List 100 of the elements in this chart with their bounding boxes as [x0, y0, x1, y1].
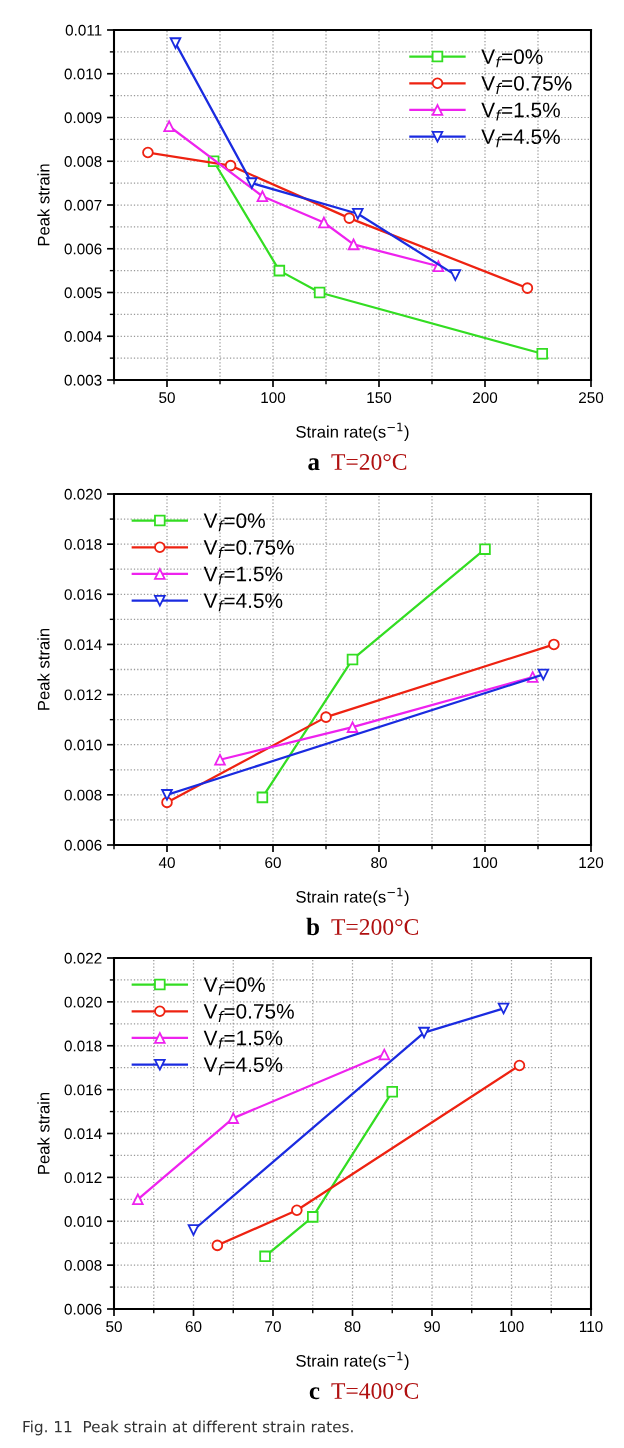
point: [211, 1239, 224, 1252]
x-tick-label: 250: [579, 392, 604, 404]
legend-label: V$_{f}$=1.5%: [481, 102, 560, 121]
x-tick-label: 50: [106, 1321, 122, 1333]
point: [161, 789, 173, 801]
y-tick-label: 0.010: [64, 68, 102, 80]
legend-label: V$_{f}$=4.5%: [203, 1057, 283, 1076]
y-tick-label: 0.016: [64, 589, 102, 600]
point: [479, 543, 491, 555]
x-tick-label: 70: [265, 1321, 281, 1333]
y-tick-label: 0.016: [64, 1084, 102, 1096]
point: [521, 282, 534, 294]
x-tick-label: 60: [185, 1321, 202, 1333]
point: [163, 120, 175, 133]
x-tick-label: 100: [261, 392, 286, 404]
y-tick-label: 0.004: [64, 331, 102, 342]
point: [497, 1002, 510, 1015]
x-tick-label: 150: [367, 392, 392, 404]
point: [513, 1059, 526, 1072]
point: [259, 1250, 271, 1263]
x-tick-label: 60: [265, 857, 281, 869]
x-tick-label: 40: [158, 857, 175, 869]
point: [273, 264, 286, 277]
point: [142, 146, 154, 159]
legend-label: V$_{f}$=0.75%: [203, 539, 294, 558]
y-tick-label: 0.008: [64, 1259, 102, 1271]
x-tick-label: 90: [424, 1321, 440, 1333]
point: [347, 238, 360, 251]
point: [187, 1224, 200, 1236]
x-axis-title: Strain rate(s$^{−1}$): [296, 1351, 409, 1371]
y-tick-label: 0.005: [64, 287, 102, 299]
text: a: [308, 458, 320, 471]
point: [224, 159, 237, 172]
y-tick-label: 0.010: [64, 739, 102, 751]
text: b: [306, 917, 319, 936]
legend-label: V$_{f}$=0%: [481, 49, 543, 68]
x-tick-label: 100: [499, 1321, 524, 1333]
x-tick-label: 100: [473, 857, 498, 869]
text: T=20°C: [331, 453, 407, 470]
y-tick-label: 0.020: [64, 996, 102, 1008]
point: [306, 1211, 319, 1223]
caption: Fig. 11 Peak strain at different strain rates.: [23, 1420, 353, 1436]
y-tick-label: 0.018: [64, 1040, 102, 1052]
point: [132, 1193, 144, 1206]
point: [227, 1112, 240, 1124]
y-tick-label: 0.018: [64, 539, 102, 550]
point: [291, 1204, 303, 1217]
legend-label: V$_{f}$=4.5%: [481, 129, 560, 148]
y-tick-label: 0.011: [65, 24, 102, 36]
point: [352, 207, 364, 220]
point: [313, 286, 326, 299]
point: [246, 177, 258, 189]
point: [548, 638, 560, 651]
x-axis-title: Strain rate(s$^{−1}$): [296, 887, 409, 907]
point: [256, 190, 269, 203]
point: [378, 1048, 391, 1061]
point: [343, 212, 356, 224]
y-tick-label: 0.006: [64, 243, 102, 255]
legend-label: V$_{f}$=0%: [203, 513, 265, 532]
legend-label: V$_{f}$=1.5%: [203, 1030, 283, 1049]
legend-label: V$_{f}$=0.75%: [203, 1003, 294, 1022]
y-axis-title: Peak strain: [37, 1092, 50, 1174]
text: T=200°C: [331, 918, 419, 935]
point: [346, 721, 359, 733]
y-tick-label: 0.014: [64, 1128, 102, 1140]
legend-label: V$_{f}$=4.5%: [203, 593, 283, 612]
point: [169, 37, 182, 49]
y-tick-label: 0.020: [64, 488, 102, 500]
x-tick-label: 80: [371, 857, 387, 869]
legend-label: V$_{f}$=0.75%: [481, 75, 572, 94]
y-tick-label: 0.007: [64, 199, 102, 211]
text: T=400°C: [331, 1382, 419, 1399]
point: [256, 791, 269, 804]
y-tick-label: 0.006: [64, 1303, 102, 1315]
y-tick-label: 0.012: [64, 689, 102, 701]
point: [320, 711, 332, 723]
y-axis-title: Peak strain: [37, 164, 50, 246]
x-tick-label: 110: [579, 1321, 603, 1333]
y-tick-label: 0.008: [64, 789, 102, 801]
point: [214, 753, 226, 766]
point: [418, 1026, 430, 1039]
y-tick-label: 0.012: [64, 1172, 102, 1184]
point: [346, 653, 359, 666]
y-tick-label: 0.014: [64, 639, 102, 651]
y-tick-label: 0.008: [64, 156, 102, 167]
x-tick-label: 80: [344, 1321, 361, 1333]
point: [537, 668, 550, 681]
y-axis-title: Peak strain: [37, 628, 50, 710]
y-tick-label: 0.003: [64, 374, 102, 386]
text: c: [309, 1387, 320, 1400]
y-tick-label: 0.009: [64, 112, 102, 124]
y-tick-label: 0.022: [64, 952, 102, 964]
y-tick-label: 0.010: [64, 1216, 102, 1227]
legend-label: V$_{f}$=1.5%: [203, 566, 283, 585]
point: [318, 216, 330, 229]
point: [536, 347, 549, 360]
x-tick-label: 120: [579, 857, 604, 869]
y-tick-label: 0.006: [64, 839, 102, 851]
x-axis-title: Strain rate(s$^{−1}$): [296, 422, 409, 442]
legend-label: V$_{f}$=0%: [203, 977, 265, 996]
